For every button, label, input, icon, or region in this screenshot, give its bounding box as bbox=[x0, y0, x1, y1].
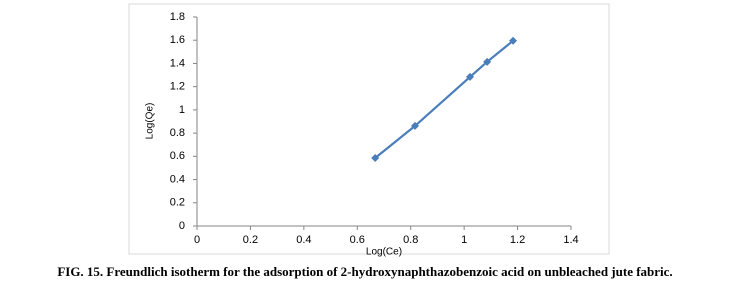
y-tick-label: 1.2 bbox=[170, 81, 185, 93]
data-point bbox=[509, 36, 518, 45]
y-tick-label: 0.2 bbox=[170, 197, 185, 209]
x-tick-label: 0.2 bbox=[243, 234, 258, 246]
x-tick-label: 0.6 bbox=[350, 234, 365, 246]
x-tick-label: 0.4 bbox=[296, 234, 311, 246]
y-tick-label: 1.4 bbox=[170, 57, 185, 69]
x-tick-label: 1 bbox=[461, 234, 467, 246]
data-point bbox=[410, 121, 419, 130]
data-point bbox=[371, 153, 380, 162]
y-tick-label: 0.6 bbox=[170, 150, 185, 162]
y-tick-label: 0 bbox=[179, 220, 185, 232]
x-tick-label: 0 bbox=[194, 234, 200, 246]
y-tick-label: 1.6 bbox=[170, 34, 185, 46]
y-tick-label: 1 bbox=[179, 104, 185, 116]
y-tick-label: 0.4 bbox=[170, 173, 185, 185]
x-axis-title: Log(Ce) bbox=[366, 247, 402, 258]
y-tick-label: 0.8 bbox=[170, 127, 185, 139]
x-tick-label: 1.2 bbox=[510, 234, 525, 246]
chart-frame bbox=[128, 3, 610, 255]
data-point bbox=[466, 72, 475, 81]
y-tick-label: 1.8 bbox=[170, 11, 185, 23]
figure-caption: FIG. 15. Freundlich isotherm for the ads… bbox=[57, 264, 672, 279]
x-tick-label: 1.4 bbox=[563, 234, 578, 246]
y-axis-title: Log(Qe) bbox=[145, 103, 156, 140]
x-tick-label: 0.8 bbox=[403, 234, 418, 246]
data-point bbox=[483, 57, 492, 66]
